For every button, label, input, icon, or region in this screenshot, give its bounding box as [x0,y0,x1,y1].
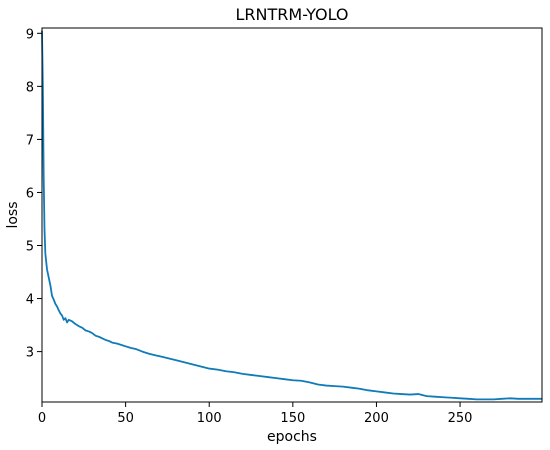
y-tick-label: 5 [26,240,34,255]
plot-frame [41,27,543,403]
plot-area [41,30,542,401]
y-tick-label: 8 [26,80,34,95]
x-tick-label: 200 [364,411,389,426]
x-tick-label: 250 [448,411,473,426]
y-axis-label: loss [5,201,21,228]
x-tick-label: 150 [280,411,305,426]
loss-series-line [41,30,542,401]
axis-ticks: 0 50 100 150 200 250 3 4 5 6 7 8 9 [26,27,473,426]
x-axis-label: epochs [267,429,317,445]
x-tick-label: 100 [197,411,222,426]
y-tick-label: 9 [26,27,34,42]
y-tick-label: 4 [26,293,34,308]
y-tick-label: 3 [26,346,34,361]
y-tick-label: 6 [26,186,34,201]
y-tick-label: 7 [26,133,34,148]
x-tick-label: 50 [117,411,134,426]
chart-title: LRNTRM-YOLO [236,5,349,24]
x-tick-label: 0 [38,411,46,426]
